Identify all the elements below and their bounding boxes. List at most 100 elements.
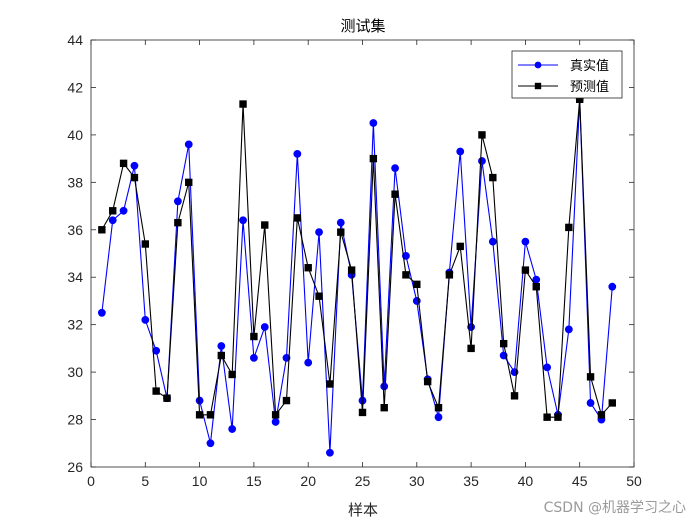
legend-marker-1 bbox=[534, 61, 542, 69]
series-1-point bbox=[434, 413, 443, 422]
series-2-point bbox=[174, 218, 182, 227]
series-2-point bbox=[152, 387, 160, 395]
y-tick-label: 38 bbox=[67, 174, 83, 190]
series-1-point bbox=[228, 425, 237, 433]
series-1-point bbox=[521, 237, 530, 246]
x-tick-label: 15 bbox=[246, 473, 262, 489]
series-1-point bbox=[543, 363, 552, 372]
series-2-point bbox=[358, 408, 367, 417]
x-tick-label: 0 bbox=[87, 473, 95, 489]
x-tick-label: 5 bbox=[141, 473, 149, 489]
series-2-point bbox=[445, 271, 454, 279]
series-2-point bbox=[456, 242, 464, 251]
series-2-point bbox=[326, 380, 334, 388]
y-tick-label: 40 bbox=[67, 127, 83, 143]
series-2-point bbox=[402, 271, 410, 279]
series-1-point bbox=[369, 119, 378, 127]
series-1-point bbox=[206, 439, 215, 448]
series-1-point bbox=[336, 218, 345, 227]
series-1-point bbox=[239, 216, 247, 225]
series-1-point bbox=[184, 140, 193, 149]
series-2-point bbox=[337, 228, 345, 236]
x-tick-label: 30 bbox=[409, 473, 425, 489]
series-1-point bbox=[532, 275, 541, 284]
series-1-point bbox=[282, 353, 291, 362]
series-1-point bbox=[97, 308, 106, 317]
series-2-point bbox=[282, 396, 291, 405]
series-1-point bbox=[564, 325, 573, 334]
series-2-point bbox=[185, 178, 193, 187]
series-2-point bbox=[565, 223, 573, 232]
y-tick-label: 26 bbox=[67, 459, 83, 475]
series-1-point bbox=[119, 206, 128, 215]
chart-title: 测试集 bbox=[340, 17, 385, 35]
legend-box bbox=[511, 50, 623, 99]
x-tick-label: 40 bbox=[518, 473, 534, 489]
y-tick-label: 30 bbox=[67, 364, 83, 380]
series-2-point bbox=[315, 292, 323, 300]
series-2-point bbox=[467, 344, 475, 353]
series-1-point bbox=[293, 149, 302, 158]
series-2-point bbox=[434, 403, 443, 412]
series-1-point bbox=[391, 164, 399, 173]
series-1-point bbox=[260, 323, 269, 331]
y-tick-label: 28 bbox=[67, 412, 83, 428]
x-tick-label: 20 bbox=[300, 473, 316, 489]
series-2-point bbox=[163, 394, 171, 402]
series-2-point bbox=[543, 413, 551, 421]
series-2-point bbox=[586, 373, 595, 381]
y-tick-label: 42 bbox=[67, 79, 83, 95]
y-tick-label: 36 bbox=[67, 222, 83, 238]
series-2-point bbox=[304, 264, 312, 272]
series-1-point bbox=[271, 418, 280, 426]
series-2-point bbox=[293, 214, 302, 222]
series-2-point bbox=[369, 154, 378, 163]
series-2-point bbox=[141, 240, 150, 248]
series-2-point bbox=[98, 226, 106, 234]
series-1-point bbox=[217, 342, 226, 350]
series-1-point bbox=[608, 282, 617, 291]
series-1-point bbox=[402, 251, 410, 260]
series-2-point bbox=[510, 392, 519, 400]
series-2-point bbox=[261, 221, 269, 229]
x-tick-label: 25 bbox=[355, 473, 371, 489]
series-1-point bbox=[326, 448, 334, 457]
y-tick-label: 34 bbox=[67, 269, 83, 285]
series-2-point bbox=[380, 403, 388, 412]
x-tick-label: 50 bbox=[626, 473, 642, 489]
series-1-point bbox=[173, 197, 182, 206]
series-2-point bbox=[597, 411, 606, 419]
series-2-point bbox=[391, 190, 399, 198]
series-2-point bbox=[217, 351, 226, 360]
series-2-point bbox=[195, 411, 204, 419]
x-tick-label: 45 bbox=[572, 473, 588, 489]
series-2-point bbox=[532, 283, 540, 291]
plot-area: 0 5 10 15 20 25 30 35 40 45 50 26 28 30 32 34 36 38 40 42 44 bbox=[67, 32, 642, 489]
series-2-point bbox=[478, 131, 486, 139]
series-1-point bbox=[195, 396, 204, 405]
series-2-point bbox=[250, 332, 258, 341]
series-2-point bbox=[271, 411, 280, 419]
series-2-point bbox=[239, 100, 247, 108]
series-1-point bbox=[304, 358, 313, 367]
y-tick-label: 32 bbox=[67, 317, 83, 333]
series-2-point bbox=[499, 339, 508, 348]
series-2-point bbox=[228, 370, 236, 379]
x-axis-label: 样本 bbox=[348, 501, 378, 519]
series-2-point bbox=[347, 266, 356, 274]
series-2-point bbox=[206, 411, 215, 419]
series-1-point bbox=[108, 216, 117, 225]
series-2-point bbox=[109, 207, 117, 215]
series-1-point bbox=[586, 399, 595, 407]
series-1-point bbox=[478, 157, 486, 165]
series-2-point bbox=[119, 159, 128, 168]
series-2-point bbox=[521, 266, 530, 274]
x-tick-label: 35 bbox=[463, 473, 479, 489]
series-1-point bbox=[141, 316, 150, 324]
series-2-point bbox=[554, 413, 562, 421]
x-tick-label: 10 bbox=[192, 473, 208, 489]
legend-entry-2: 预测值 bbox=[570, 79, 609, 95]
watermark: CSDN @机器学习之心 bbox=[543, 500, 686, 516]
legend-marker-2 bbox=[534, 82, 542, 90]
